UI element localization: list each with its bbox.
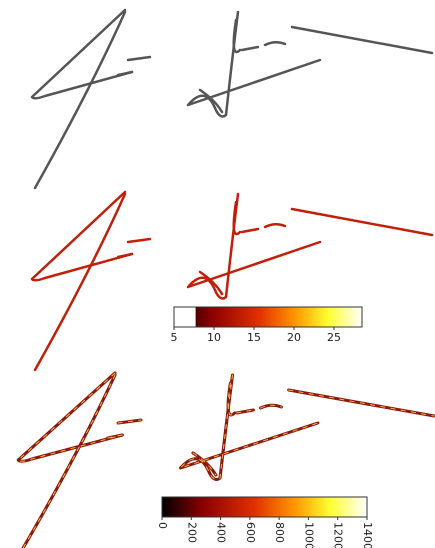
signature-gray: [32, 10, 432, 188]
tick-label: 1200: [332, 522, 345, 548]
tick-label: 1000: [302, 522, 315, 548]
tick-label: 400: [215, 522, 228, 543]
page: 510152025 0200400600800100012001400 (() …: [0, 0, 435, 548]
figure: 5 10 15 20 25 0 200 400 600 800 1000 1200 1400: [0, 0, 435, 548]
tick-label: 20: [287, 331, 301, 344]
colorbar-gradient: [162, 497, 367, 517]
tick-label: 1400: [361, 522, 374, 548]
tick-label: 600: [244, 522, 257, 543]
tick-label: 25: [327, 331, 341, 344]
signature-red: [32, 192, 432, 370]
tick-label: 0: [156, 522, 169, 529]
tick-label: 800: [273, 522, 286, 543]
tick-label: 5: [171, 331, 178, 344]
colorbar-white: [174, 307, 196, 327]
tick-label: 10: [207, 331, 221, 344]
tick-label: 200: [185, 522, 198, 543]
colorbar: 0 200 400 600 800 1000 1200 1400: [156, 497, 374, 548]
colorbar: 5 10 15 20 25: [171, 307, 363, 344]
tick-label: 15: [247, 331, 261, 344]
colorbar-gradient: [174, 307, 362, 327]
